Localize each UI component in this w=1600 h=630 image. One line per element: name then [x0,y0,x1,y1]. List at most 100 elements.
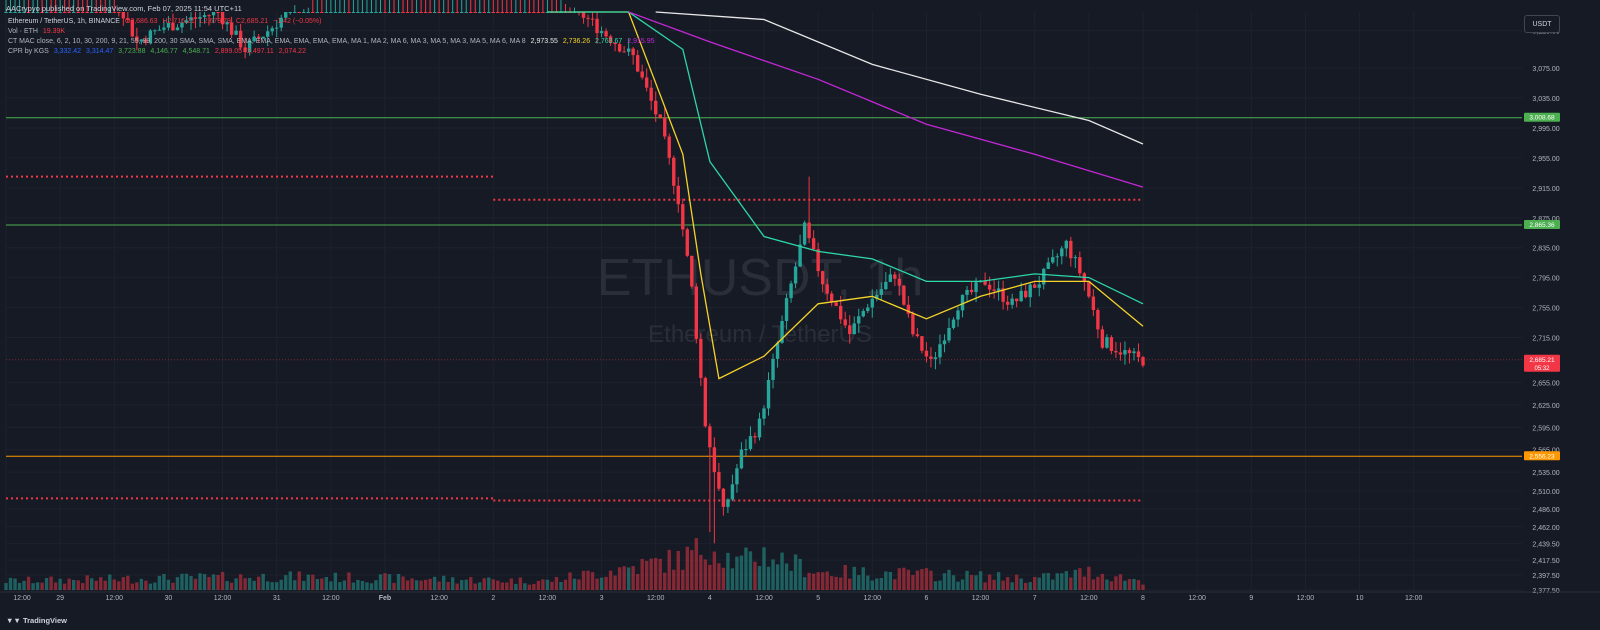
volume-bar [455,583,459,590]
volume-bar [884,571,888,590]
time-tick-label: 29 [56,595,64,602]
volume-bar [148,583,153,590]
volume-bar [509,578,514,590]
candle-body [658,114,662,118]
volume-bar [76,580,80,590]
candle-body [67,12,71,13]
candle-body [807,222,811,239]
candle-body [496,12,500,13]
volume-bar [793,554,798,590]
price-tick-label: 2,955.00 [1532,156,1559,163]
volume-legend[interactable]: Vol · ETH 19.39K [8,28,68,35]
mac-label: CT MAC close, 6, 2, 10, 30, 200, 9, 21, … [8,38,526,45]
time-tick-label: Feb [379,595,391,602]
candle-body [1023,290,1028,298]
volume-bar [13,578,17,590]
candle-body [753,436,757,438]
volume-bar [311,574,315,590]
volume-bar [108,574,112,590]
candle-body [608,36,613,43]
time-tick-label: 9 [1249,595,1253,602]
volume-bars [4,538,1145,590]
time-tick-label: 12:00 [1188,595,1206,602]
cpr-value-8: 2,074.22 [278,48,306,55]
volume-bar [617,567,622,590]
volume-bar [595,578,599,590]
volume-bar [798,558,802,590]
candle-body [491,12,495,13]
volume-bar [144,580,148,590]
volume-bar [559,581,563,590]
volume-bar [875,578,879,590]
time-tick-label: 4 [708,595,712,602]
volume-bar [450,577,455,590]
volume-bar [8,577,13,590]
volume-bar [829,576,834,590]
candle-body [897,278,902,286]
quote-currency-button[interactable]: USDT [1524,15,1560,33]
mac-legend[interactable]: CT MAC close, 6, 2, 10, 30, 200, 9, 21, … [8,38,658,45]
candle-body [690,255,694,287]
price-tick-label: 2,875.00 [1532,216,1559,223]
price-label-countdown: 05:32 [1534,366,1550,372]
volume-bar [198,573,202,590]
candle-body [157,29,162,31]
ohlc-open: O2,686.63 [124,18,158,25]
volume-bar [929,570,933,590]
candle-body [324,12,329,13]
candle-body [857,316,861,324]
volume-bar [1118,574,1123,590]
time-tick-label: 31 [273,595,281,602]
candle-body [44,12,49,13]
candle-body [460,12,464,13]
ema-line-1 [547,11,1144,380]
volume-bar [523,583,527,590]
price-tick-label: 3,075.00 [1532,66,1559,73]
volume-bar [153,582,157,590]
cpr-value-4: 4,146.77 [150,48,178,55]
volume-bar [1055,573,1059,590]
symbol-legend[interactable]: Ethereum / TetherUS, 1h, BINANCE O2,686.… [8,18,324,25]
volume-bar [284,575,288,590]
candle-body [171,22,175,31]
volume-bar [726,552,730,590]
volume-bar [94,580,98,590]
candle-body [193,17,198,19]
candle-body [996,288,1001,291]
volume-bar [505,582,509,590]
volume-bar [942,573,947,590]
tradingview-logo[interactable]: ▼▼ TradingView [6,616,67,625]
volume-bar [238,574,243,590]
candle-body [207,15,211,17]
candle-body [703,377,708,427]
volume-bar [744,547,748,590]
candle-body [1069,240,1073,259]
volume-bar [31,583,35,590]
volume-bar [663,572,667,590]
candle-body [762,408,766,419]
volume-bar [1033,576,1037,590]
candle-body [333,12,338,13]
volume-bar [117,581,121,590]
candle-body [338,12,342,13]
candle-body [423,12,428,13]
volume-bar [978,571,983,590]
candle-body [527,12,532,13]
cpr-legend[interactable]: CPR by KGS 3,332.42 3,314.47 3,723.88 4,… [8,48,309,55]
volume-bar [500,582,505,590]
symbol-name[interactable]: Ethereum / TetherUS, 1h, BINANCE [8,18,120,25]
volume-bar [288,571,292,590]
volume-bar [735,556,739,590]
candle-body [721,488,726,507]
volume-bar [938,580,942,590]
volume-bar [234,578,238,590]
price-tick-label: 2,655.00 [1532,380,1559,387]
candle-body [8,12,13,13]
volume-bar [1005,577,1010,590]
price-label: 2,556.23 [1529,453,1555,460]
candle-body [866,307,870,311]
volume-bar [130,583,135,590]
volume-bar [960,579,965,590]
volume-bar [1132,578,1136,590]
